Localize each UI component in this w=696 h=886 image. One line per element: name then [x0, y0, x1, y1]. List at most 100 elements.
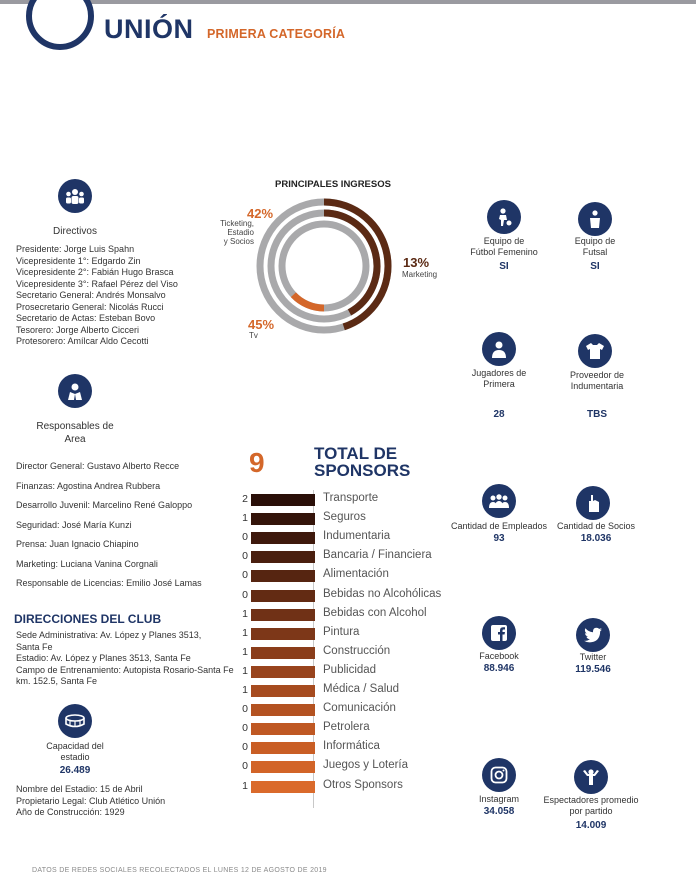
sponsor-bar — [251, 704, 315, 717]
sponsor-bar — [251, 570, 315, 583]
board-members-icon — [58, 179, 92, 213]
sponsor-row: 0 Indumentaria — [224, 529, 474, 548]
ingresos-title: PRINCIPALES INGRESOS — [275, 179, 391, 190]
sponsor-count: 0 — [242, 741, 248, 754]
ingreso-ticketing-pct: 42% — [247, 206, 274, 221]
espectadores-label: Espectadores promedio por partido — [543, 795, 639, 816]
sponsor-row: 1 Construcción — [224, 644, 474, 663]
sponsor-name: Juegos y Lotería — [323, 759, 409, 772]
facebook-value: 88.946 — [483, 663, 515, 674]
sponsor-bar — [251, 742, 315, 755]
sponsor-count: 0 — [242, 760, 248, 773]
responsable-line: Responsable de Licencias: Emilio José La… — [16, 578, 202, 588]
twitter-value: 119.546 — [575, 664, 611, 675]
ring-outer-dark-arc — [323, 198, 392, 331]
ring-middle-dark-arc — [323, 209, 381, 316]
sponsor-bar — [251, 761, 315, 774]
estadio-line: Año de Construcción: 1929 — [16, 807, 125, 817]
sponsor-bar — [251, 532, 315, 545]
sponsor-count: 0 — [242, 569, 248, 582]
sponsor-bar — [251, 780, 315, 793]
socios-value: 18.036 — [580, 533, 612, 544]
sponsor-name: Indumentaria — [323, 530, 391, 543]
socios-label: Cantidad de Socios — [556, 521, 636, 531]
directivos-title: Directivos — [53, 226, 97, 237]
responsable-line: Finanzas: Agostina Andrea Rubbera — [16, 480, 161, 491]
sponsors-title: TOTAL DE SPONSORS — [314, 444, 411, 480]
jugadores-value: 28 — [493, 409, 505, 420]
jugadores-label: Jugadores de Primera — [471, 368, 527, 389]
direcciones-list: Sede Administrativa: Av. López y Planes … — [16, 630, 234, 688]
shirt-icon — [578, 334, 612, 368]
sponsor-count: 1 — [242, 684, 248, 696]
femenino-value: SI — [499, 261, 509, 272]
club-name: UNIÓN — [104, 14, 194, 44]
spectators-icon — [574, 760, 608, 794]
sponsor-name: Bebidas con Alcohol — [323, 606, 427, 619]
sponsor-name: Informática — [323, 740, 380, 753]
futsal-label: Equipo de Futsal — [574, 236, 616, 257]
proveedor-value: TBS — [587, 409, 607, 420]
twitter-icon — [576, 618, 610, 652]
sponsor-count: 0 — [242, 703, 248, 716]
directivo-line: Secretario General: Andrés Monsalvo — [16, 290, 166, 300]
sponsor-name: Alimentación — [323, 568, 389, 581]
responsable-line: Marketing: Luciana Vanina Corgnali — [16, 558, 158, 569]
directivo-line: Vicepresidente 1°: Edgardo Zin — [16, 255, 141, 266]
sponsor-bar — [251, 665, 315, 678]
club-logo-ring — [26, 0, 94, 50]
sponsor-row: 1 Bebidas con Alcohol — [224, 606, 474, 625]
sponsor-row: 1 Pintura — [224, 625, 474, 644]
sponsor-count: 1 — [242, 607, 248, 620]
direccion-line: Santa Fe — [16, 641, 53, 652]
fan-hand-icon — [576, 486, 610, 520]
sponsor-row: 1 Seguros — [224, 510, 474, 529]
facebook-icon — [482, 616, 516, 650]
responsables-list: Director General: Gustavo Alberto Recce … — [16, 461, 202, 598]
responsable-line: Seguridad: José María Kunzi — [16, 519, 132, 530]
sponsor-name: Médica / Salud — [323, 683, 400, 695]
instagram-value: 34.058 — [483, 806, 515, 817]
instagram-icon — [482, 758, 516, 792]
ingreso-marketing-pct: 13% — [403, 255, 430, 270]
sponsor-row: 0 Bancaria / Financiera — [224, 548, 474, 567]
ring-inner-orange-arc — [290, 292, 325, 312]
sponsor-bar — [251, 513, 315, 526]
espectadores-value: 14.009 — [575, 820, 607, 831]
sponsor-count: 1 — [242, 645, 248, 658]
directivo-line: Protesorero: Amílcar Aldo Cecotti — [16, 336, 149, 346]
sponsor-count: 1 — [242, 626, 248, 639]
ingreso-ticketing-label: Ticketing, Estadio y Socios — [220, 219, 254, 246]
instagram-label: Instagram — [478, 794, 520, 804]
futsal-value: SI — [590, 261, 600, 272]
top-rule — [0, 0, 696, 4]
sponsor-row: 0 Informática — [224, 739, 474, 758]
ingreso-marketing-label: Marketing — [402, 270, 438, 279]
sponsor-row: 0 Juegos y Lotería — [224, 758, 474, 777]
sponsor-count: 1 — [242, 779, 248, 792]
sponsor-row: 1 Médica / Salud — [224, 682, 474, 701]
responsables-title: Responsables de Area — [36, 421, 114, 445]
directivo-line: Secretario de Actas: Esteban Bovo — [16, 313, 156, 323]
employees-icon — [482, 484, 516, 518]
sponsor-name: Bebidas no Alcohólicas — [323, 587, 442, 600]
ingresos-donut — [256, 198, 392, 334]
sponsor-count: 1 — [242, 664, 248, 677]
sponsor-bar — [251, 551, 315, 564]
directivo-line: Vicepresidente 2°: Fabián Hugo Brasca — [16, 267, 174, 277]
sponsor-name: Otros Sponsors — [323, 778, 403, 791]
sponsor-row: 0 Alimentación — [224, 567, 474, 586]
sponsor-bar — [251, 685, 315, 697]
sponsor-row: 0 Comunicación — [224, 701, 474, 720]
sponsors-total: 9 — [249, 447, 265, 478]
twitter-label: Twitter — [579, 652, 607, 662]
sponsor-count: 0 — [242, 588, 248, 601]
sponsor-count: 0 — [242, 722, 248, 735]
stadium-icon — [58, 704, 92, 738]
sponsor-name: Comunicación — [323, 702, 396, 715]
estadio-capacity-label: Capacidad del estadio — [46, 741, 104, 762]
estadio-line: Propietario Legal: Club Atlético Unión — [16, 795, 166, 806]
sponsor-bar — [251, 589, 315, 602]
futsal-player-icon — [578, 202, 612, 236]
proveedor-label: Proveedor de Indumentaria — [569, 370, 625, 391]
